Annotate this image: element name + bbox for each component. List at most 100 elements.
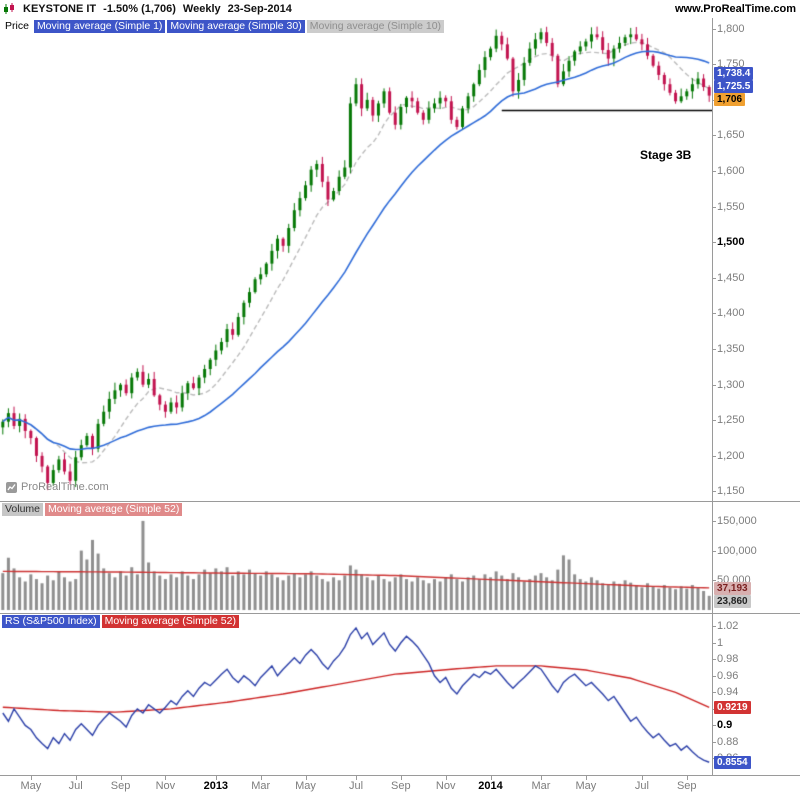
x-axis-tick: [541, 776, 542, 780]
x-axis-label: 2014: [478, 780, 503, 792]
price-legend: Price Moving average (Simple 1) Moving a…: [2, 20, 445, 33]
last-value-box: 37,193: [714, 581, 751, 595]
x-axis-tick: [400, 776, 402, 780]
y-axis-tick: [712, 659, 716, 661]
x-axis-label: Sep: [110, 780, 131, 792]
y-axis-tick: [712, 171, 716, 173]
y-axis-label: 0.88: [717, 735, 739, 748]
header-bar: KEYSTONE IT -1.50% (1,706) Weekly 23-Sep…: [0, 0, 800, 17]
price-panel-title: Price: [5, 20, 29, 32]
y-axis-tick: [712, 741, 716, 743]
x-axis-label: Nov: [435, 780, 456, 792]
x-axis-tick: [445, 776, 447, 780]
y-axis-label: 0.96: [717, 669, 739, 682]
y-axis-tick: [712, 349, 716, 351]
symbol-name: KEYSTONE IT: [23, 2, 97, 15]
x-axis-tick: [75, 776, 77, 780]
x-axis-label: May: [575, 780, 597, 792]
x-axis-label: May: [295, 780, 316, 792]
y-axis-tick: [712, 64, 716, 66]
x-axis-label: Jul: [348, 780, 364, 792]
y-axis-label: 1.02: [717, 620, 739, 633]
date-label: 23-Sep-2014: [227, 2, 292, 15]
y-axis-label: 150,000: [717, 514, 757, 527]
y-axis-label: 1,200: [717, 449, 745, 462]
y-axis-label: 1: [717, 636, 724, 649]
y-axis-tick: [712, 626, 716, 628]
y-axis-tick: [712, 455, 716, 457]
y-axis-label: 1,150: [717, 485, 745, 498]
y-axis-line: [712, 18, 713, 775]
x-axis-tick: [30, 776, 32, 780]
panel-separator[interactable]: [0, 501, 800, 502]
y-axis-label: 1,550: [717, 200, 745, 213]
x-axis-label: Jul: [634, 780, 649, 792]
y-axis-label: 1,350: [717, 343, 745, 356]
stage-annotation: Stage 3B: [639, 148, 692, 163]
prorealtime-link[interactable]: www.ProRealTime.com: [674, 2, 796, 15]
legend-chip-ma30[interactable]: Moving average (Simple 30): [167, 20, 305, 33]
x-axis-label: Sep: [391, 780, 411, 792]
x-axis-tick: [120, 776, 122, 780]
y-axis-tick: [712, 491, 716, 493]
legend-chip-ma10[interactable]: Moving average (Simple 10): [306, 20, 445, 33]
y-axis-label: 1,250: [717, 414, 745, 427]
legend-chip-rs-ma52[interactable]: Moving average (Simple 52): [101, 615, 239, 628]
y-axis-label: 0.98: [717, 653, 739, 666]
price-change: -1.50% (1,706): [103, 2, 176, 15]
x-axis-label: Sep: [676, 780, 697, 792]
panel-separator[interactable]: [0, 613, 800, 614]
y-axis-tick: [712, 384, 716, 386]
y-axis-label: 1,500: [717, 236, 745, 249]
x-axis-tick: [260, 776, 262, 780]
y-axis-tick: [712, 277, 716, 279]
candlestick-logo-icon: [3, 2, 16, 15]
x-axis-tick: [686, 776, 688, 780]
legend-chip-ma1[interactable]: Moving average (Simple 1): [33, 20, 166, 33]
last-value-box: 23,860: [714, 594, 751, 608]
x-axis-tick: [215, 776, 217, 780]
bottom-axis-line: [0, 775, 800, 776]
prorealtime-logo-icon: [6, 481, 17, 493]
volume-chart[interactable]: [0, 502, 712, 612]
y-axis-label: 0.94: [717, 686, 739, 699]
y-axis-tick: [712, 520, 716, 522]
volume-legend: Volume Moving average (Simple 52): [2, 503, 183, 516]
y-axis-tick: [712, 692, 716, 694]
last-value-box: 0.8554: [714, 756, 751, 770]
y-axis-tick: [712, 725, 716, 727]
x-axis-label: Mar: [251, 780, 271, 792]
last-value-box: 1,738.4: [714, 66, 754, 80]
x-axis-tick: [641, 776, 643, 780]
relative-strength-chart[interactable]: [0, 614, 712, 774]
x-axis-tick: [490, 776, 492, 780]
y-axis-tick: [712, 580, 716, 582]
y-axis-label: 1,450: [717, 271, 745, 284]
watermark: ProRealTime.com: [6, 481, 109, 493]
price-chart[interactable]: [0, 18, 712, 500]
y-axis-label: 0.9: [717, 719, 733, 732]
last-value-box: 0.9219: [714, 701, 751, 715]
x-axis-tick: [585, 776, 587, 780]
x-axis-label: Mar: [531, 780, 551, 792]
x-axis-label: Nov: [155, 780, 176, 792]
x-axis-tick: [165, 776, 167, 780]
y-axis-tick: [712, 642, 716, 644]
watermark-text: ProRealTime.com: [21, 481, 109, 493]
y-axis-label: 1,650: [717, 129, 745, 142]
legend-chip-volume-ma52[interactable]: Moving average (Simple 52): [45, 503, 183, 516]
y-axis-tick: [712, 206, 716, 208]
y-axis-tick: [712, 313, 716, 315]
y-axis-tick: [712, 242, 716, 244]
legend-chip-volume[interactable]: Volume: [2, 503, 44, 516]
legend-chip-rs[interactable]: RS (S&P500 Index): [2, 615, 100, 628]
y-axis-label: 1,800: [717, 22, 745, 35]
y-axis-tick: [712, 420, 716, 422]
timeframe-label: Weekly: [182, 2, 221, 15]
y-axis-label: 100,000: [717, 544, 757, 557]
y-axis-label: 1,600: [717, 165, 745, 178]
rs-legend: RS (S&P500 Index) Moving average (Simple…: [2, 615, 239, 628]
y-axis-tick: [712, 675, 716, 677]
y-axis-tick: [712, 550, 716, 552]
y-axis-label: 1,300: [717, 378, 745, 391]
